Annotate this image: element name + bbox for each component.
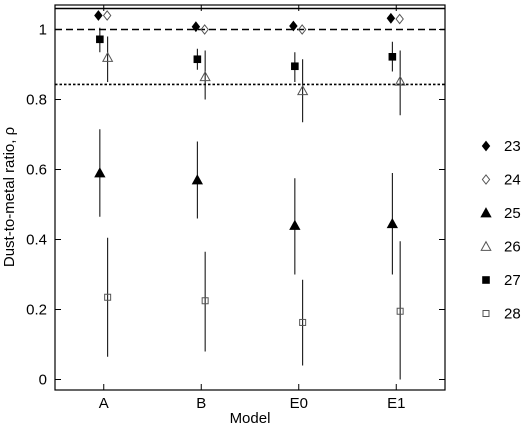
legend: 23 24 25 26 27 28 [480, 138, 521, 323]
point-series-27 [388, 53, 397, 61]
point-series-25 [94, 167, 106, 178]
legend-marker-25 [480, 207, 492, 218]
y-tick-label: 0.6 [26, 162, 47, 179]
x-tick-label: B [196, 395, 206, 412]
point-series-27 [193, 55, 202, 64]
y-tick-label: 1 [39, 22, 47, 39]
legend-marker-26 [480, 240, 492, 251]
y-tick-label: 0.2 [26, 302, 47, 319]
point-series-24 [297, 24, 307, 35]
point-series-25 [191, 174, 203, 185]
point-series-23 [94, 10, 103, 21]
point-series-26 [102, 51, 114, 62]
point-series-27 [291, 62, 299, 71]
x-tick-label: E1 [387, 395, 405, 412]
point-series-28 [396, 307, 404, 315]
point-series-24 [200, 24, 209, 35]
x-tick-label: E0 [290, 395, 308, 412]
legend-label-24: 24 [504, 172, 521, 189]
legend-label-28: 28 [504, 306, 521, 323]
plot-frame [54, 4, 446, 391]
point-series-23 [191, 21, 201, 33]
reference-lines [55, 7, 445, 86]
x-axis-label: Model [230, 410, 271, 427]
error-bars [99, 27, 401, 380]
point-series-28 [299, 318, 307, 326]
point-series-24 [102, 10, 112, 21]
x-axis: A B E0 E1 [99, 5, 405, 412]
point-series-28 [201, 297, 209, 305]
point-series-26 [199, 70, 211, 82]
point-series-26 [297, 84, 309, 96]
data-points [94, 10, 406, 326]
point-series-24 [395, 13, 404, 25]
y-tick-label: 0 [39, 372, 47, 389]
point-series-25 [386, 217, 398, 229]
point-series-23 [386, 12, 396, 24]
legend-label-23: 23 [504, 138, 521, 155]
point-series-23 [289, 20, 298, 32]
point-series-26 [394, 75, 406, 86]
y-tick-label: 0.4 [26, 232, 47, 249]
legend-marker-27 [482, 276, 490, 284]
legend-marker-24 [481, 174, 491, 185]
x-tick-label: A [99, 395, 109, 412]
legend-marker-28 [482, 310, 490, 317]
y-axis-label: Dust-to-metal ratio, ρ [1, 127, 18, 267]
legend-marker-23 [481, 140, 491, 152]
legend-label-26: 26 [504, 239, 521, 256]
legend-label-25: 25 [504, 205, 521, 222]
legend-label-27: 27 [504, 272, 521, 289]
point-series-25 [289, 219, 301, 230]
y-tick-label: 0.8 [26, 92, 47, 109]
point-series-27 [96, 35, 104, 44]
point-series-28 [104, 293, 112, 301]
y-axis: 0 0.2 0.4 0.6 0.8 1 [26, 22, 445, 389]
